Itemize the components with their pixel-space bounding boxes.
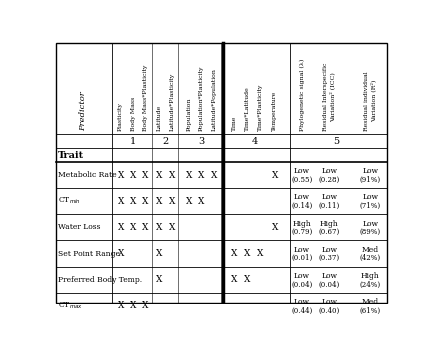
Text: 1: 1 (130, 137, 136, 146)
Text: (0.55): (0.55) (291, 176, 313, 184)
Text: Low: Low (321, 193, 337, 201)
Text: High: High (292, 220, 311, 227)
Text: Population: Population (186, 97, 191, 131)
Text: X: X (156, 249, 162, 258)
Text: Low: Low (362, 220, 378, 227)
Text: Trait: Trait (58, 150, 84, 159)
Text: Low: Low (321, 272, 337, 280)
Text: X: X (244, 275, 250, 284)
Text: Latitude*Plasticity: Latitude*Plasticity (169, 73, 174, 131)
Text: Med: Med (362, 298, 379, 306)
Text: Low: Low (294, 193, 310, 201)
Text: Latitude*Population: Latitude*Population (212, 68, 217, 131)
Text: X: X (244, 249, 250, 258)
Text: (0.14): (0.14) (291, 202, 313, 210)
Text: CT$_{min}$: CT$_{min}$ (58, 196, 81, 207)
Text: X: X (118, 223, 124, 232)
Text: Water Loss: Water Loss (58, 223, 100, 232)
Text: X: X (130, 301, 136, 311)
Text: X: X (118, 249, 124, 258)
Text: X: X (198, 197, 204, 206)
Text: X: X (272, 171, 278, 180)
Text: (0.79): (0.79) (291, 228, 313, 236)
Text: (0.37): (0.37) (318, 254, 340, 262)
Text: (89%): (89%) (359, 228, 381, 236)
Text: X: X (142, 197, 149, 206)
Text: (0.01): (0.01) (291, 254, 313, 262)
Text: Time: Time (232, 116, 237, 131)
Text: 2: 2 (162, 137, 169, 146)
Text: X: X (168, 223, 175, 232)
Text: (0.67): (0.67) (318, 228, 340, 236)
Text: X: X (257, 249, 264, 258)
Text: (24%): (24%) (359, 280, 381, 288)
Text: Preferred Body Temp.: Preferred Body Temp. (58, 276, 142, 284)
Text: X: X (156, 197, 162, 206)
Text: X: X (156, 223, 162, 232)
Text: X: X (156, 171, 162, 180)
Text: (71%): (71%) (359, 202, 381, 210)
Text: X: X (232, 275, 238, 284)
Text: X: X (142, 171, 149, 180)
Text: X: X (156, 275, 162, 284)
Text: Low: Low (294, 298, 310, 306)
Text: Low: Low (294, 167, 310, 175)
Text: Med: Med (362, 246, 379, 254)
Text: Phylogenetic signal (λ): Phylogenetic signal (λ) (299, 59, 305, 131)
Text: Low: Low (321, 246, 337, 254)
Text: Time*Latitude: Time*Latitude (245, 87, 249, 131)
Text: X: X (130, 223, 136, 232)
Text: X: X (142, 301, 149, 311)
Text: 3: 3 (199, 137, 205, 146)
Text: (0.04): (0.04) (291, 280, 313, 288)
Text: X: X (130, 171, 136, 180)
Text: Low: Low (294, 272, 310, 280)
Text: Plasticity: Plasticity (118, 102, 123, 131)
Text: X: X (118, 301, 124, 311)
Text: Low: Low (321, 167, 337, 175)
Text: (0.40): (0.40) (318, 306, 340, 315)
Text: Latitude: Latitude (157, 105, 162, 131)
Text: X: X (211, 171, 218, 180)
Text: X: X (168, 197, 175, 206)
Text: CT$_{max}$: CT$_{max}$ (58, 301, 83, 311)
Text: 4: 4 (251, 137, 258, 146)
Text: Body Mass: Body Mass (130, 97, 136, 131)
Text: (0.28): (0.28) (318, 176, 340, 184)
Text: Residual individual
Variation (R²): Residual individual Variation (R²) (364, 71, 376, 131)
Text: X: X (272, 223, 278, 232)
Text: Low: Low (294, 246, 310, 254)
Text: X: X (118, 197, 124, 206)
Text: Metabolic Rate: Metabolic Rate (58, 171, 117, 179)
Text: X: X (186, 171, 192, 180)
Text: (0.44): (0.44) (291, 306, 313, 315)
Text: Low: Low (321, 298, 337, 306)
Text: X: X (232, 249, 238, 258)
Text: Set Point Range: Set Point Range (58, 250, 120, 258)
Text: (91%): (91%) (359, 176, 381, 184)
Text: Residual Interspecific
Variation² (ICC): Residual Interspecific Variation² (ICC) (323, 63, 335, 131)
Text: Predictor: Predictor (79, 91, 87, 131)
Text: X: X (142, 223, 149, 232)
Text: (0.11): (0.11) (318, 202, 340, 210)
Text: High: High (361, 272, 380, 280)
Text: X: X (118, 171, 124, 180)
Text: Body Mass*Plasticity: Body Mass*Plasticity (143, 65, 148, 131)
Text: X: X (186, 197, 192, 206)
Text: (61%): (61%) (359, 306, 381, 315)
Text: High: High (320, 220, 339, 227)
Text: (42%): (42%) (359, 254, 381, 262)
Text: Temperature: Temperature (272, 91, 277, 131)
Text: Population*Plasticity: Population*Plasticity (199, 66, 204, 131)
Text: Low: Low (362, 193, 378, 201)
Text: X: X (198, 171, 204, 180)
Text: Time*Plasticity: Time*Plasticity (257, 84, 263, 131)
Text: X: X (130, 197, 136, 206)
Text: 5: 5 (333, 137, 339, 146)
Text: X: X (168, 171, 175, 180)
Text: (0.04): (0.04) (318, 280, 340, 288)
Text: Low: Low (362, 167, 378, 175)
